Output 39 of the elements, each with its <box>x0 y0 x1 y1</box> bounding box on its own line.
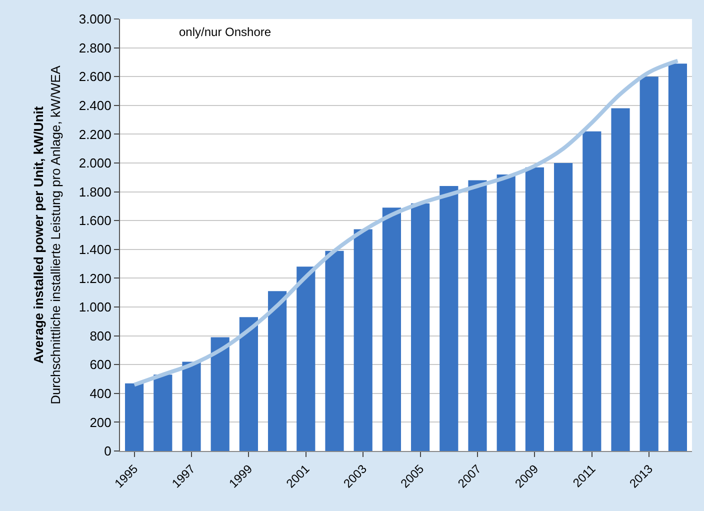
bar <box>154 374 172 451</box>
bar <box>611 108 630 451</box>
y-tick-label: 2.600 <box>78 69 112 84</box>
bar <box>640 76 658 451</box>
bar <box>354 229 372 451</box>
bar <box>182 362 201 451</box>
bar <box>440 186 458 451</box>
line-series <box>132 58 680 387</box>
bar <box>296 266 316 451</box>
annotation: only/nur Onshore <box>179 25 272 39</box>
bar <box>496 174 516 451</box>
y-tick-label: 2.000 <box>78 156 112 171</box>
y-tick-label: 1.400 <box>78 242 112 257</box>
bar <box>210 337 230 451</box>
bar <box>411 203 430 451</box>
bar <box>554 163 573 451</box>
bar <box>582 131 602 451</box>
bar <box>468 180 487 451</box>
y-tick-label: 200 <box>90 414 112 430</box>
y-tick-label: 3.000 <box>78 12 112 27</box>
bar <box>382 208 401 451</box>
y-tick-label: 2.800 <box>78 40 112 56</box>
bar <box>239 317 258 451</box>
y-tick-label: 2.200 <box>78 126 112 142</box>
bar <box>268 291 287 451</box>
bar <box>325 250 344 451</box>
y-axis-title: Average installed power per Unit, kW/Unit Durchschnittliche installierte Leistung pro Anlage, kW/WEA <box>30 65 63 404</box>
y-tick-label: 1.600 <box>78 213 112 228</box>
y-tick-label: 0 <box>104 444 112 459</box>
y-tick-label: 1.800 <box>78 184 112 200</box>
y-tick-label: 1.200 <box>78 270 112 286</box>
bar <box>668 64 687 451</box>
bar <box>525 167 544 451</box>
y-tick-label: 600 <box>90 357 112 372</box>
y-tick-label: 800 <box>90 328 112 344</box>
y-tick-label: 400 <box>90 386 112 401</box>
bar <box>125 383 144 451</box>
y-tick-label: 2.400 <box>78 98 112 113</box>
y-tick-label: 1.000 <box>78 300 112 315</box>
